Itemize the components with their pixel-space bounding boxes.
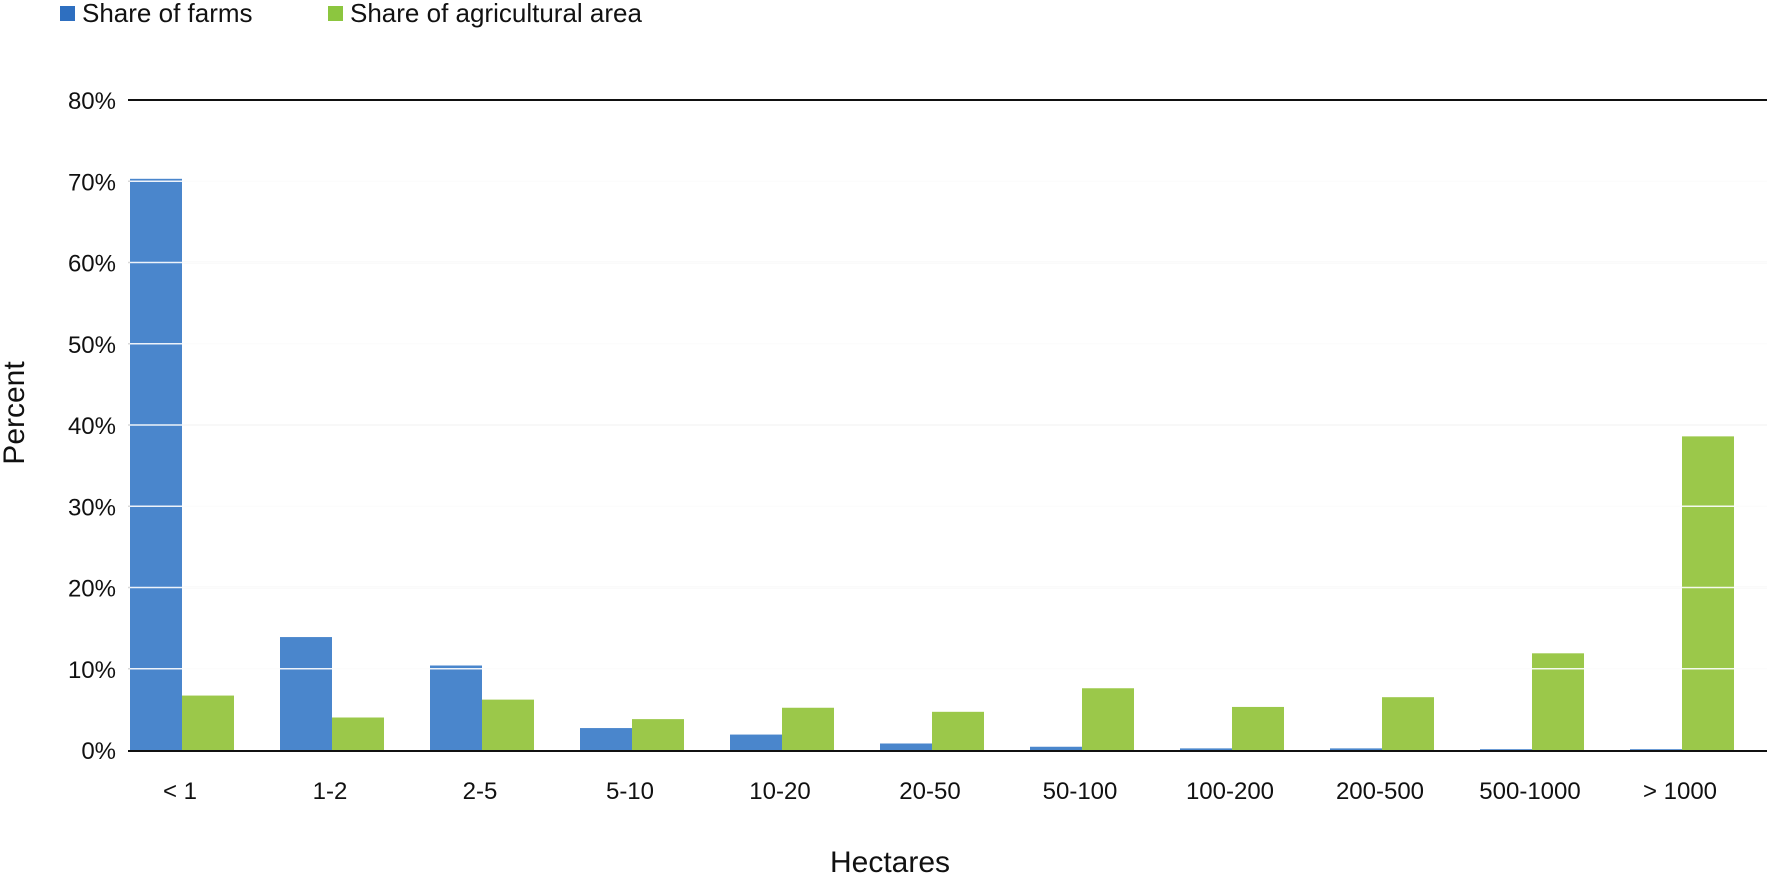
bar-1-10: [1682, 436, 1734, 750]
y-tick-label-2: 20%: [68, 576, 116, 603]
y-tick-label-4: 40%: [68, 413, 116, 440]
x-tick-label-3: 5-10: [606, 778, 654, 805]
y-tick-label-5: 50%: [68, 332, 116, 359]
x-tick-label-2: 2-5: [463, 778, 498, 805]
y-tick-label-8: 80%: [68, 88, 116, 115]
legend: Share of farms Share of agricultural area: [60, 0, 642, 28]
y-tick-label-0: 0%: [81, 738, 116, 765]
bar-0-4: [730, 734, 782, 750]
x-tick-label-1: 1-2: [313, 778, 348, 805]
x-tick-labels: < 1 1-2 2-5 5-10 10-20 20-50 50-100 100-200 200-…: [163, 778, 1717, 805]
x-tick-label-10: > 1000: [1643, 778, 1717, 805]
legend-swatch-1: [328, 6, 343, 21]
x-tick-label-5: 20-50: [899, 778, 960, 805]
y-tick-labels: 0% 10% 20% 30% 40% 50% 60% 70% 80%: [68, 88, 116, 765]
bar-1-7: [1232, 706, 1284, 750]
bar-1-1: [332, 717, 384, 750]
bar-1-9: [1532, 653, 1584, 750]
x-tick-label-9: 500-1000: [1479, 778, 1580, 805]
x-tick-label-8: 200-500: [1336, 778, 1424, 805]
legend-label-0: Share of farms: [82, 0, 253, 28]
bar-1-3: [632, 719, 684, 750]
bar-0-3: [580, 728, 632, 750]
bar-0-1: [280, 637, 332, 750]
bar-1-4: [782, 707, 834, 750]
y-axis-title: Percent: [0, 361, 31, 465]
bars: [130, 178, 1767, 750]
bar-0-8: [1330, 748, 1382, 750]
bar-1-0: [182, 695, 234, 750]
bar-0-2: [430, 665, 482, 750]
x-tick-label-6: 50-100: [1043, 778, 1118, 805]
bar-0-7: [1180, 748, 1232, 750]
y-tick-label-3: 30%: [68, 494, 116, 521]
bar-1-5: [932, 711, 984, 750]
bar-0-6: [1030, 746, 1082, 750]
y-tick-label-7: 70%: [68, 169, 116, 196]
x-tick-label-4: 10-20: [749, 778, 810, 805]
legend-label-1: Share of agricultural area: [350, 0, 642, 28]
legend-swatch-0: [60, 6, 75, 21]
y-tick-label-6: 60%: [68, 251, 116, 278]
bar-1-8: [1382, 697, 1434, 750]
x-tick-label-0: < 1: [163, 778, 197, 805]
gridlines: [128, 99, 1767, 670]
bar-0-0: [130, 178, 182, 750]
y-tick-label-1: 10%: [68, 657, 116, 684]
bar-0-10: [1630, 749, 1682, 750]
bar-0-9: [1480, 749, 1532, 750]
bar-0-5: [880, 743, 932, 750]
bar-1-2: [482, 699, 534, 750]
bar-1-6: [1082, 688, 1134, 750]
x-tick-label-7: 100-200: [1186, 778, 1274, 805]
x-axis-title: Hectares: [830, 846, 950, 879]
